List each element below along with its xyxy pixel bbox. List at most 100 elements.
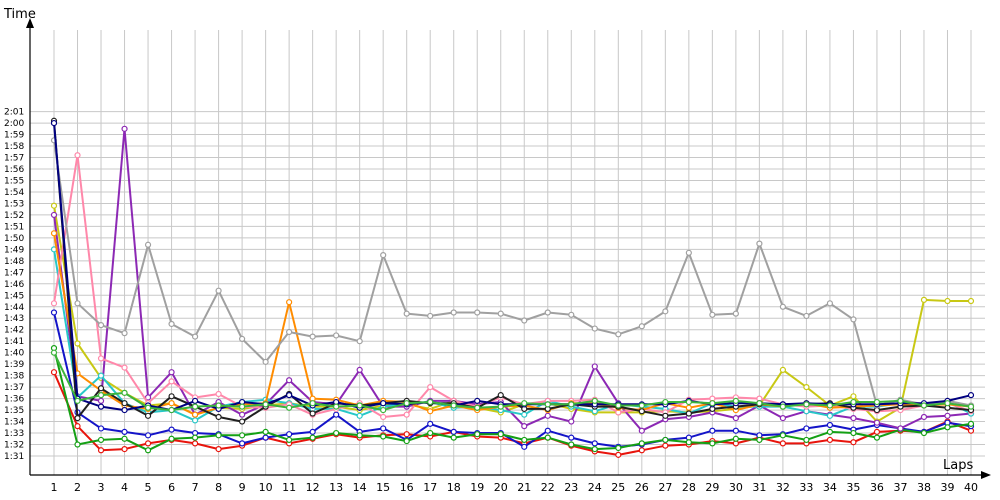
y-tick-label: 1:57 (4, 154, 24, 164)
x-tick-label: 28 (682, 481, 696, 494)
data-point (239, 418, 246, 425)
data-point (544, 434, 551, 441)
x-tick-label: 38 (917, 481, 931, 494)
data-point (803, 401, 810, 408)
data-point (262, 434, 269, 441)
data-point (215, 402, 222, 409)
data-point (215, 390, 222, 398)
data-point (803, 436, 810, 444)
y-tick-label: 1:59 (4, 131, 24, 141)
data-point (74, 397, 81, 404)
x-tick-label: 16 (400, 481, 414, 494)
y-tick-label: 1:32 (4, 441, 24, 451)
data-point (756, 240, 763, 247)
data-point (920, 413, 928, 421)
data-point (121, 389, 128, 396)
data-point (50, 119, 58, 127)
data-point (897, 397, 904, 404)
data-point (638, 447, 645, 454)
data-point (403, 437, 410, 445)
data-point (850, 398, 857, 406)
data-point (144, 440, 152, 447)
data-point (191, 397, 199, 404)
x-tick-label: 4 (121, 481, 128, 494)
data-point (544, 401, 551, 408)
data-point (850, 439, 857, 446)
data-point (591, 440, 598, 447)
data-point (427, 429, 434, 437)
data-point (74, 441, 81, 448)
data-point (497, 392, 504, 399)
data-point (380, 252, 387, 259)
data-point (121, 406, 128, 414)
x-tick-label: 12 (306, 481, 320, 494)
y-tick-label: 1:36 (4, 395, 24, 405)
data-point (850, 393, 857, 400)
x-tick-label: 17 (423, 481, 437, 494)
data-point (779, 403, 786, 410)
data-point (591, 363, 598, 370)
data-point (74, 300, 81, 307)
x-tick-label: 2 (74, 481, 81, 494)
data-point (168, 400, 175, 407)
data-point (403, 400, 410, 407)
y-tick-label: 1:33 (4, 429, 24, 439)
y-tick-label: 1:54 (4, 188, 24, 198)
data-point (732, 415, 739, 422)
x-tick-label: 8 (215, 481, 222, 494)
x-tick-label: 35 (846, 481, 860, 494)
y-tick-label: 1:48 (4, 257, 24, 267)
x-tick-label: 19 (470, 481, 484, 494)
data-point (826, 436, 834, 444)
data-point (803, 425, 810, 432)
data-point (427, 408, 434, 415)
data-point (191, 440, 199, 447)
x-axis-label: Laps (943, 458, 973, 473)
data-point (97, 322, 105, 329)
data-point (521, 411, 528, 418)
data-point (521, 423, 528, 430)
data-point (74, 415, 81, 422)
data-point (121, 364, 128, 371)
y-tick-label: 1:34 (4, 418, 24, 428)
x-tick-label: 32 (776, 481, 790, 494)
series-4 (50, 202, 975, 425)
series-2-line (53, 312, 972, 448)
data-point (450, 434, 457, 441)
data-point (944, 424, 951, 431)
data-point (732, 427, 739, 434)
data-point (168, 426, 175, 433)
data-point (474, 397, 481, 404)
data-point (967, 297, 975, 305)
data-point (97, 425, 105, 432)
data-point (450, 428, 457, 435)
data-point (850, 415, 857, 422)
data-point (356, 432, 363, 439)
data-point (709, 440, 716, 447)
data-point (191, 403, 199, 410)
data-point (944, 297, 951, 305)
x-tick-label: 21 (517, 481, 531, 494)
data-point (168, 435, 175, 442)
data-point (74, 152, 81, 159)
series-11-line (53, 123, 972, 412)
y-tick-label: 1:41 (4, 337, 24, 347)
y-tick-label: 1:56 (4, 165, 24, 175)
y-tick-label: 1:51 (4, 222, 24, 232)
x-tick-label: 7 (192, 481, 199, 494)
data-point (662, 308, 669, 315)
data-point (286, 377, 293, 384)
data-point (121, 400, 128, 407)
series-3 (50, 344, 975, 454)
data-point (121, 428, 128, 435)
data-point (380, 413, 387, 421)
data-point (497, 431, 504, 438)
data-point (333, 429, 340, 437)
data-point (638, 408, 645, 415)
y-tick-label: 1:52 (4, 211, 24, 221)
data-point (74, 423, 81, 430)
data-point (568, 311, 575, 318)
x-tick-label: 20 (494, 481, 508, 494)
series-3-line (53, 347, 972, 452)
data-point (756, 436, 763, 444)
